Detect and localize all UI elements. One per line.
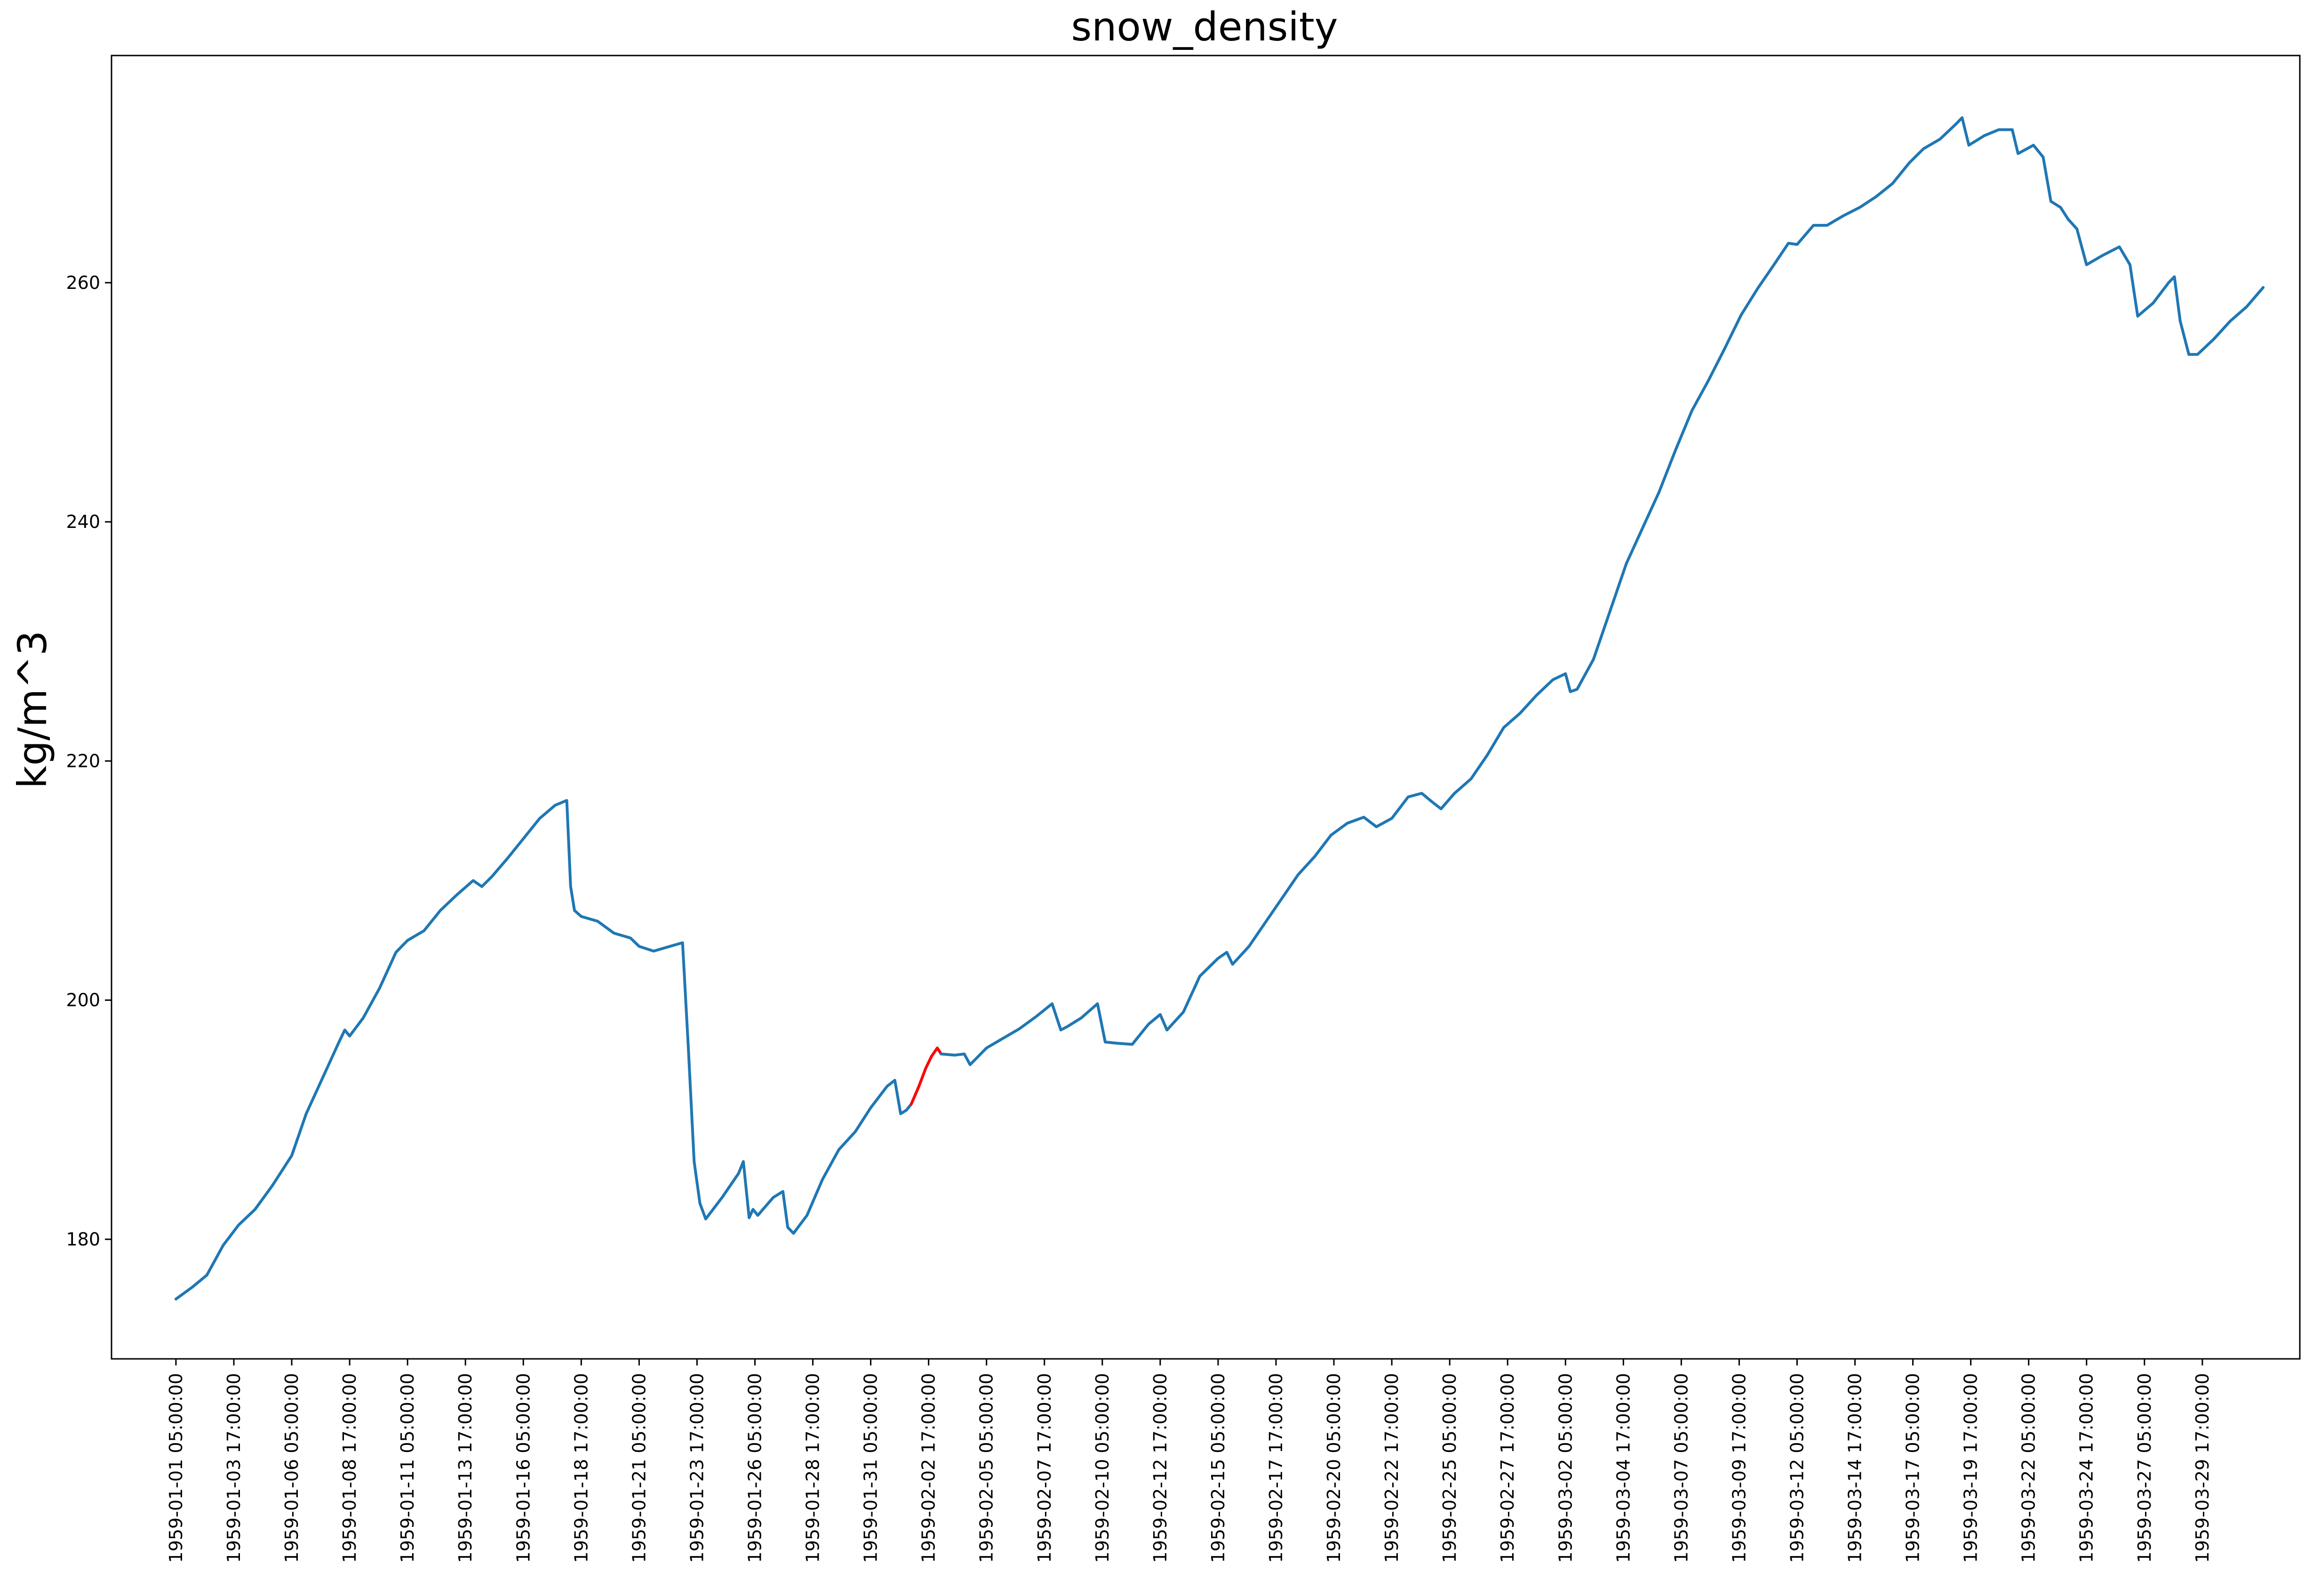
x-tick-label: 1959-02-25 05:00:00: [1439, 1373, 1460, 1563]
y-tick-label: 180: [66, 1229, 100, 1250]
x-tick-label: 1959-02-10 05:00:00: [1092, 1373, 1113, 1563]
x-axis: 1959-01-01 05:00:00 1959-01-03 17:00:00 19…: [166, 1359, 2213, 1563]
x-tick-label: 1959-02-02 17:00:00: [918, 1373, 939, 1563]
x-tick-label: 1959-01-26 05:00:00: [744, 1373, 765, 1563]
x-tick-label: 1959-01-18 17:00:00: [571, 1373, 591, 1563]
x-tick-label: 1959-02-12 17:00:00: [1150, 1373, 1171, 1563]
chart-title: snow_density: [1071, 4, 1338, 50]
x-tick-label: 1959-01-31 05:00:00: [861, 1373, 881, 1563]
x-tick-label: 1959-01-01 05:00:00: [166, 1373, 186, 1563]
x-tick-label: 1959-02-22 17:00:00: [1381, 1373, 1402, 1563]
x-tick-label: 1959-03-24 17:00:00: [2076, 1373, 2097, 1563]
series-line-2: [909, 1046, 943, 1106]
x-tick-label: 1959-03-19 17:00:00: [1961, 1373, 1981, 1563]
x-tick-label: 1959-03-29 17:00:00: [2192, 1373, 2213, 1563]
series-group: [174, 116, 2265, 1301]
x-tick-label: 1959-01-28 17:00:00: [803, 1373, 823, 1563]
x-tick-label: 1959-03-14 17:00:00: [1845, 1373, 1866, 1563]
y-tick-label: 240: [66, 511, 100, 532]
y-axis-label: kg/m^3: [9, 630, 56, 789]
x-tick-label: 1959-03-02 05:00:00: [1555, 1373, 1576, 1563]
x-tick-label: 1959-01-03 17:00:00: [223, 1373, 244, 1563]
x-tick-label: 1959-02-05 05:00:00: [976, 1373, 997, 1563]
x-tick-label: 1959-01-23 17:00:00: [686, 1373, 707, 1563]
x-tick-label: 1959-02-15 05:00:00: [1208, 1373, 1228, 1563]
x-tick-label: 1959-01-13 17:00:00: [455, 1373, 476, 1563]
x-tick-label: 1959-03-17 05:00:00: [1903, 1373, 1923, 1563]
y-tick-label: 220: [66, 750, 100, 771]
x-tick-label: 1959-03-27 05:00:00: [2134, 1373, 2155, 1563]
y-tick-label: 200: [66, 990, 100, 1011]
x-tick-label: 1959-03-12 05:00:00: [1787, 1373, 1807, 1563]
x-tick-label: 1959-03-22 05:00:00: [2018, 1373, 2039, 1563]
plot-area-frame: [111, 55, 2301, 1360]
series-line-1: [174, 799, 913, 1301]
x-tick-label: 1959-02-20 05:00:00: [1324, 1373, 1344, 1563]
series-line-3: [940, 116, 2265, 1066]
x-tick-label: 1959-03-09 17:00:00: [1729, 1373, 1749, 1563]
x-tick-label: 1959-02-07 17:00:00: [1034, 1373, 1055, 1563]
x-tick-label: 1959-01-08 17:00:00: [339, 1373, 360, 1563]
x-tick-label: 1959-01-11 05:00:00: [397, 1373, 418, 1563]
y-axis: 180 200 220 240 260: [66, 272, 112, 1250]
x-tick-label: 1959-02-17 17:00:00: [1266, 1373, 1286, 1563]
x-tick-label: 1959-02-27 17:00:00: [1497, 1373, 1518, 1563]
x-tick-label: 1959-01-16 05:00:00: [513, 1373, 534, 1563]
y-tick-label: 260: [66, 272, 100, 293]
x-tick-label: 1959-01-21 05:00:00: [629, 1373, 649, 1563]
x-tick-label: 1959-01-06 05:00:00: [281, 1373, 302, 1563]
x-tick-label: 1959-03-04 17:00:00: [1613, 1373, 1634, 1563]
x-tick-label: 1959-03-07 05:00:00: [1671, 1373, 1691, 1563]
